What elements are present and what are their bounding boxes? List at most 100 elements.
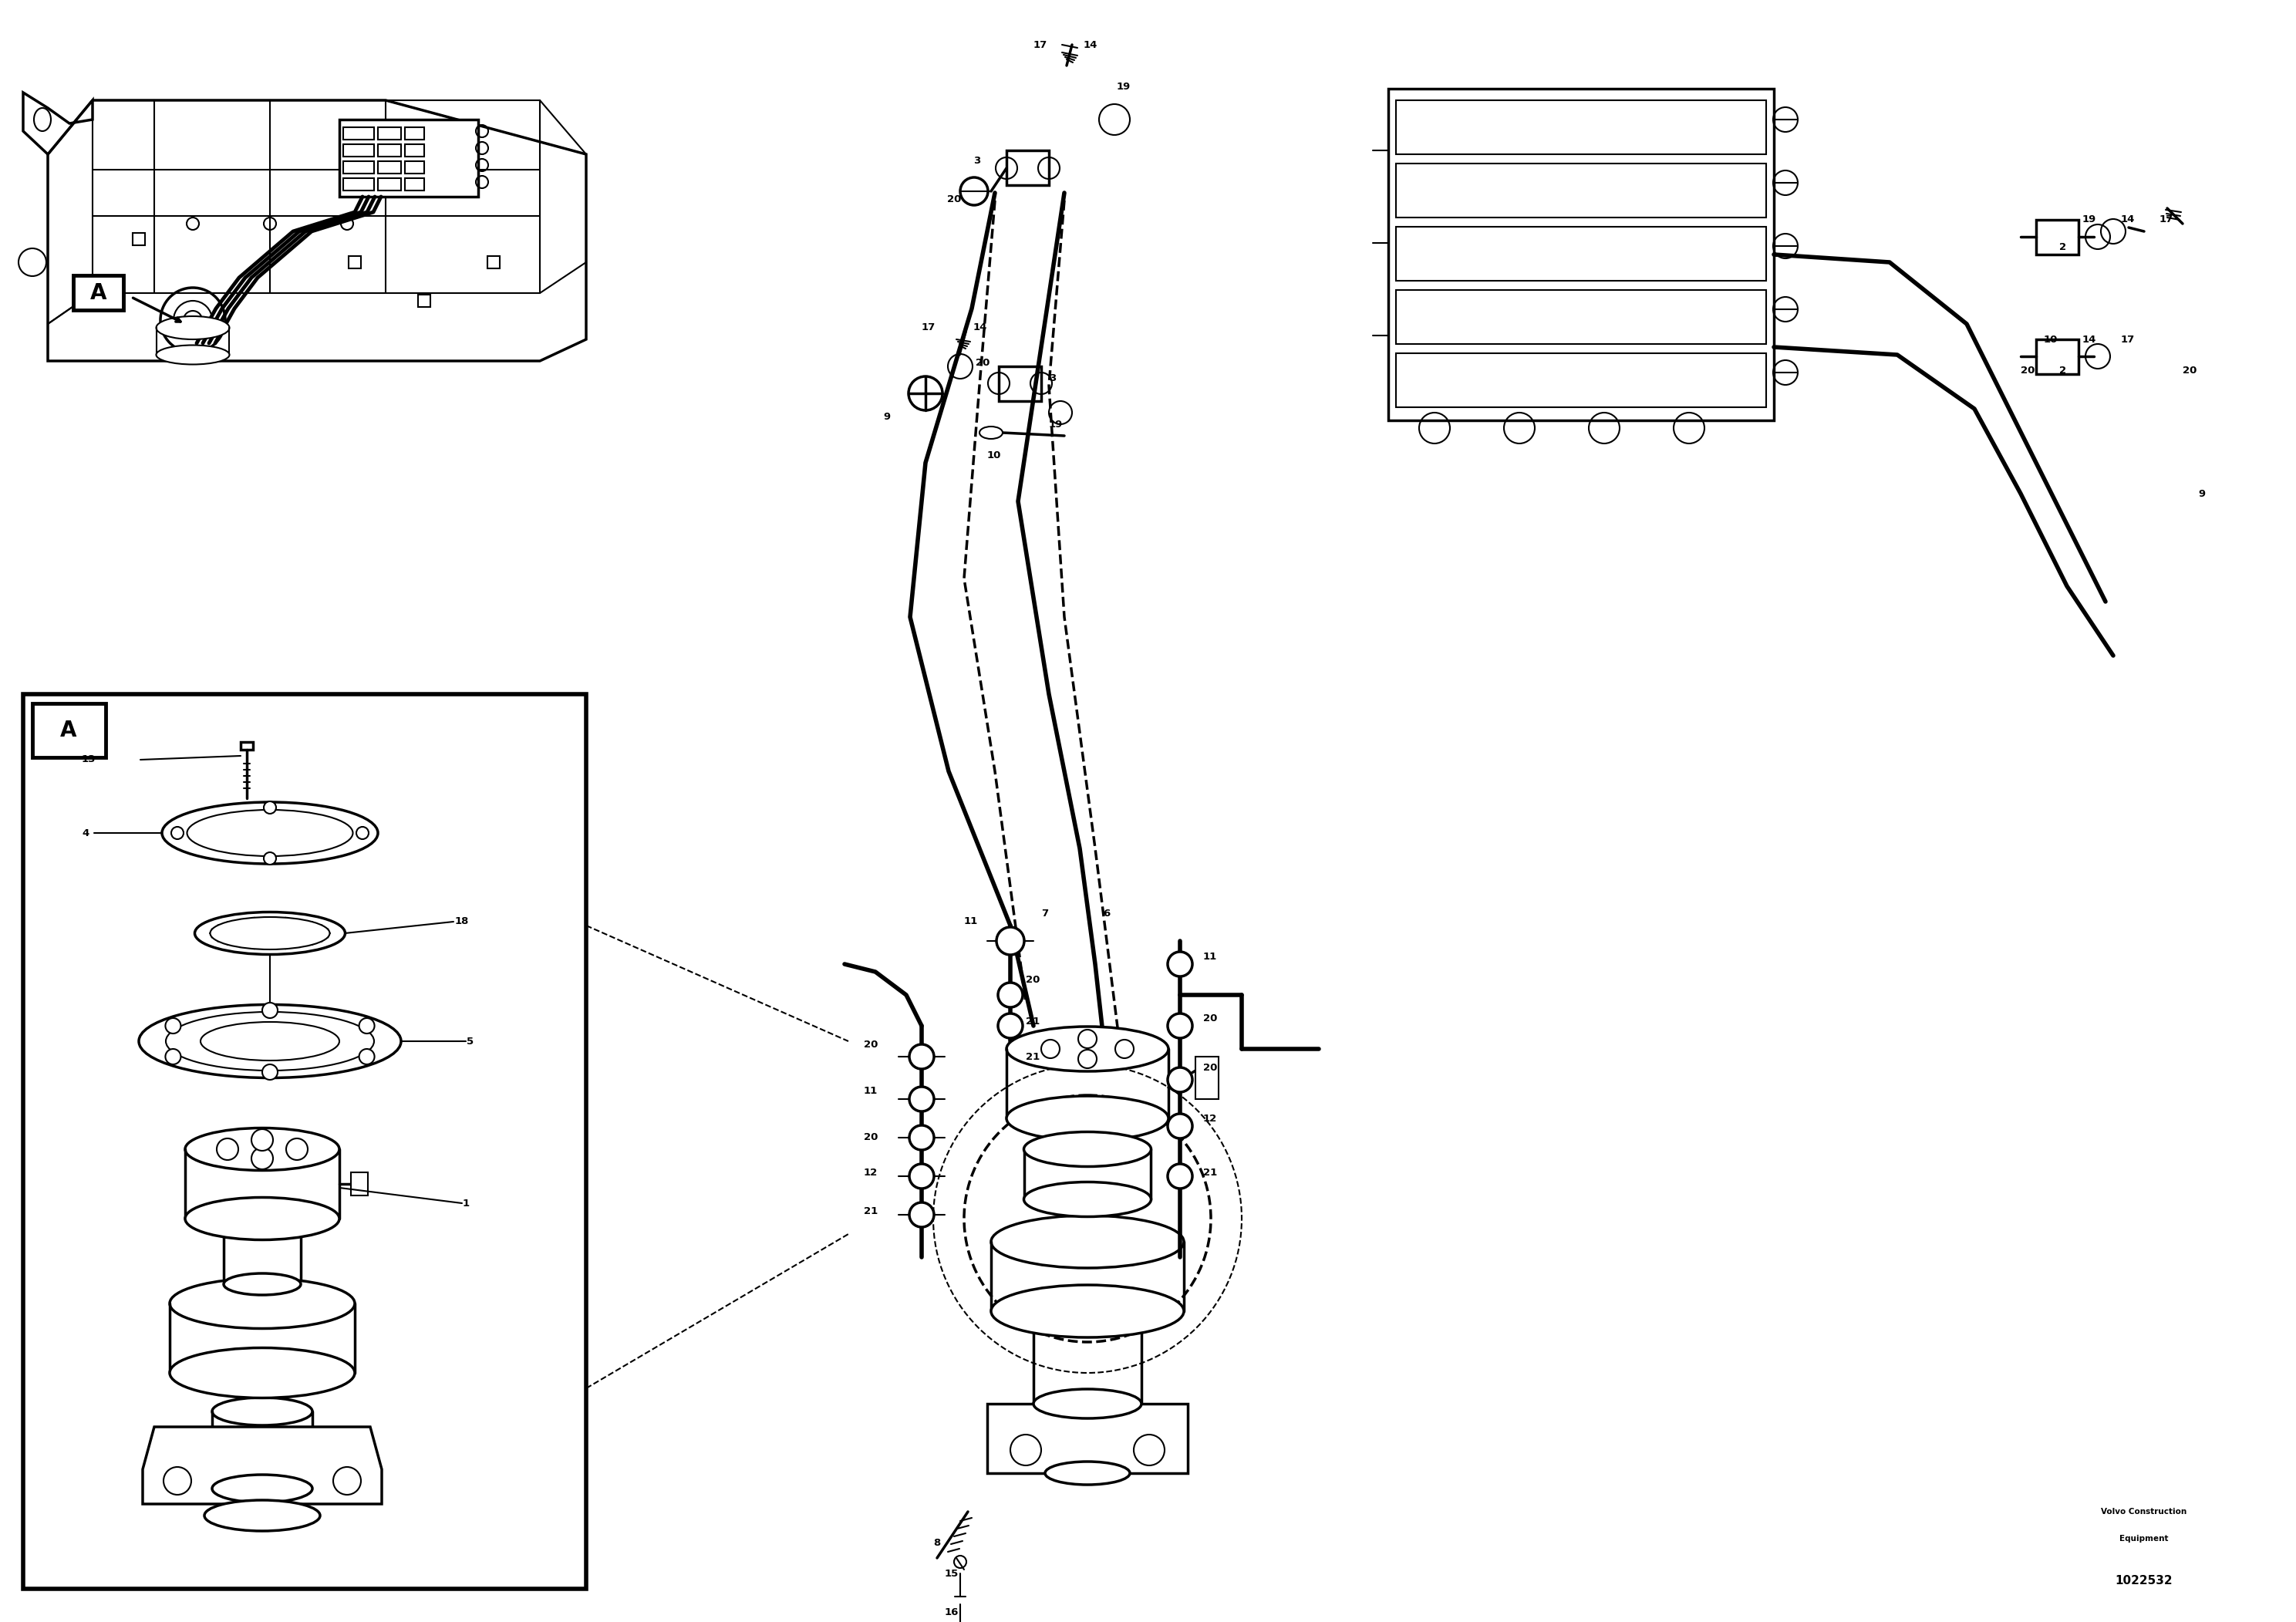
Text: 20: 20 xyxy=(863,1132,877,1142)
Circle shape xyxy=(253,1148,273,1169)
Text: 15: 15 xyxy=(944,1568,960,1578)
Circle shape xyxy=(1010,1434,1040,1465)
Bar xyxy=(379,144,402,157)
Text: 1: 1 xyxy=(464,1199,471,1208)
Bar xyxy=(487,256,501,268)
Ellipse shape xyxy=(980,427,1003,440)
Text: 11: 11 xyxy=(964,916,978,926)
Text: 20: 20 xyxy=(1203,1062,1217,1074)
Ellipse shape xyxy=(170,1278,356,1328)
Text: 3: 3 xyxy=(1049,373,1056,383)
Text: 8: 8 xyxy=(932,1538,941,1547)
Circle shape xyxy=(909,1202,934,1228)
Text: 20: 20 xyxy=(2020,365,2034,375)
Bar xyxy=(32,704,106,757)
Text: 13: 13 xyxy=(83,754,96,764)
Bar xyxy=(1396,290,1766,344)
Bar xyxy=(342,144,374,157)
Circle shape xyxy=(262,1064,278,1080)
Text: 20: 20 xyxy=(1026,975,1040,985)
Circle shape xyxy=(172,827,184,839)
Circle shape xyxy=(909,1165,934,1189)
Text: 14: 14 xyxy=(1084,39,1097,50)
Ellipse shape xyxy=(992,1215,1185,1268)
Polygon shape xyxy=(142,1427,381,1504)
Ellipse shape xyxy=(1024,1182,1150,1216)
Text: 14: 14 xyxy=(2082,334,2096,344)
Bar xyxy=(999,367,1040,401)
Ellipse shape xyxy=(211,916,331,949)
Text: 20: 20 xyxy=(2183,365,2197,375)
Text: 21: 21 xyxy=(1026,1051,1040,1062)
Text: 21: 21 xyxy=(863,1205,877,1216)
Text: 9: 9 xyxy=(2197,488,2204,498)
Circle shape xyxy=(356,827,370,839)
Ellipse shape xyxy=(211,1474,312,1502)
Text: Volvo Construction: Volvo Construction xyxy=(2101,1508,2188,1515)
Text: 10: 10 xyxy=(987,449,1001,461)
Ellipse shape xyxy=(170,1348,356,1398)
Text: 17: 17 xyxy=(2122,334,2135,344)
Ellipse shape xyxy=(1006,1027,1169,1071)
Circle shape xyxy=(1040,1040,1061,1058)
Circle shape xyxy=(1116,1040,1134,1058)
Circle shape xyxy=(253,1129,273,1150)
Text: 4: 4 xyxy=(83,827,90,839)
Bar xyxy=(342,178,374,190)
Text: 17: 17 xyxy=(1033,39,1047,50)
Text: 20: 20 xyxy=(1203,1014,1217,1023)
Ellipse shape xyxy=(223,1273,301,1294)
Bar xyxy=(1396,164,1766,217)
Text: 3: 3 xyxy=(974,156,980,165)
Ellipse shape xyxy=(34,109,51,131)
Bar xyxy=(379,127,402,139)
Ellipse shape xyxy=(138,1004,402,1079)
Bar xyxy=(379,161,402,174)
Text: 7: 7 xyxy=(1040,908,1049,920)
Circle shape xyxy=(165,1049,181,1064)
Ellipse shape xyxy=(186,1197,340,1239)
Ellipse shape xyxy=(186,1127,340,1171)
Text: 6: 6 xyxy=(1102,908,1109,920)
Text: 10: 10 xyxy=(2043,334,2057,344)
Text: 12: 12 xyxy=(863,1168,877,1178)
Text: 17: 17 xyxy=(921,323,937,333)
Text: 20: 20 xyxy=(863,1040,877,1049)
Text: A: A xyxy=(90,282,108,303)
Ellipse shape xyxy=(186,809,354,856)
Text: 20: 20 xyxy=(976,357,990,368)
Bar xyxy=(404,127,425,139)
Bar xyxy=(987,1403,1187,1473)
Circle shape xyxy=(1169,952,1192,976)
Bar xyxy=(23,694,585,1590)
Ellipse shape xyxy=(163,803,379,865)
Text: 19: 19 xyxy=(2082,214,2096,225)
Circle shape xyxy=(1169,1067,1192,1092)
Text: 19: 19 xyxy=(1116,81,1132,91)
Bar xyxy=(1396,101,1766,154)
Text: 11: 11 xyxy=(1203,952,1217,962)
Ellipse shape xyxy=(1045,1461,1130,1484)
Circle shape xyxy=(909,1045,934,1069)
Text: 21: 21 xyxy=(1026,1017,1040,1027)
Circle shape xyxy=(216,1139,239,1160)
Text: 2: 2 xyxy=(2060,242,2066,251)
Text: 1022532: 1022532 xyxy=(2115,1575,2172,1586)
Circle shape xyxy=(1134,1434,1164,1465)
Circle shape xyxy=(262,1002,278,1019)
Bar xyxy=(342,127,374,139)
Bar xyxy=(133,234,145,245)
Circle shape xyxy=(999,1014,1022,1038)
Circle shape xyxy=(358,1019,374,1033)
Circle shape xyxy=(1169,1014,1192,1038)
Bar xyxy=(241,741,253,749)
Circle shape xyxy=(909,1087,934,1111)
Bar xyxy=(73,276,124,310)
Bar xyxy=(2037,221,2078,255)
Text: 20: 20 xyxy=(946,195,962,204)
Bar xyxy=(404,161,425,174)
Bar xyxy=(2037,339,2078,375)
Polygon shape xyxy=(23,92,92,154)
Bar xyxy=(404,144,425,157)
Ellipse shape xyxy=(156,345,230,365)
